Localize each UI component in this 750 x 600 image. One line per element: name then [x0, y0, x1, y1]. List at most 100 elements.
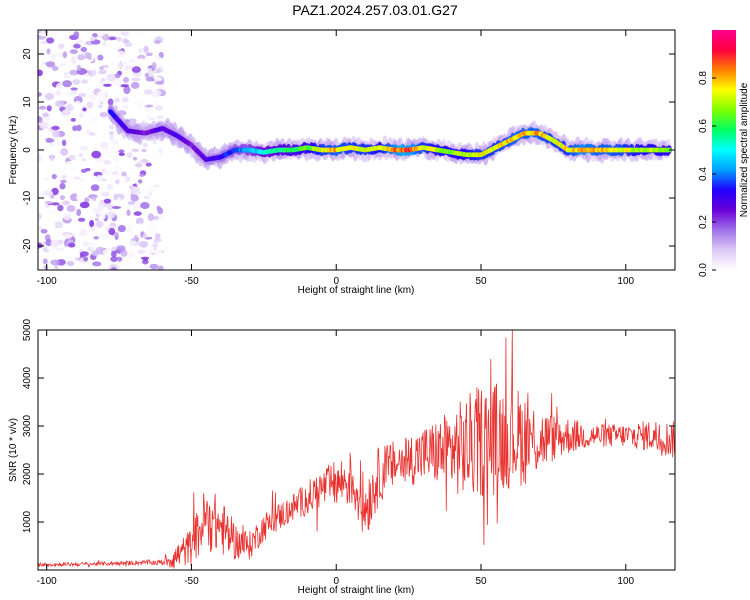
noise-blob: [52, 130, 61, 138]
noise-blob: [126, 209, 131, 216]
noise-blob: [132, 202, 143, 209]
noise-blob: [40, 139, 44, 144]
noise-blob: [38, 155, 42, 163]
noise-blob: [147, 70, 154, 75]
noise-blob: [109, 36, 117, 41]
noise-blob: [93, 236, 99, 240]
noise-blob: [131, 66, 141, 73]
noise-blob: [136, 182, 144, 187]
noise-blob: [155, 233, 161, 239]
noise-blob: [54, 90, 62, 96]
noise-blob: [101, 211, 106, 220]
noise-blob: [116, 245, 126, 252]
noise-blob: [154, 80, 164, 85]
noise-blob: [72, 223, 80, 228]
noise-blob: [61, 139, 67, 146]
noise-blob: [101, 178, 107, 182]
noise-blob: [144, 245, 155, 254]
spectrogram-ylabel: Frequency (Hz): [8, 116, 19, 185]
noise-blob: [50, 239, 60, 248]
noise-blob: [137, 58, 145, 64]
noise-blob: [138, 47, 143, 54]
noise-blob: [117, 50, 126, 59]
noise-blob: [38, 116, 43, 124]
noise-blob: [114, 78, 122, 87]
noise-blob: [145, 188, 150, 197]
noise-blob: [131, 77, 141, 82]
snr-ylabel: SNR (10 * v/v): [8, 418, 19, 482]
noise-blob: [118, 152, 125, 156]
noise-blob: [80, 168, 87, 173]
noise-blob: [123, 261, 131, 266]
noise-blob: [47, 138, 55, 143]
noise-blob: [59, 63, 66, 67]
colorbar-tick-label: 0.4: [698, 167, 709, 181]
noise-blob: [142, 233, 148, 239]
noise-blob: [79, 229, 88, 237]
noise-blob: [51, 173, 57, 180]
noise-blob: [99, 112, 108, 118]
snr-plot-area: [38, 330, 675, 570]
noise-blob: [158, 148, 163, 154]
noise-blob: [154, 186, 160, 193]
noise-blob: [89, 132, 96, 136]
noise-blob: [73, 31, 80, 39]
noise-blob: [69, 69, 79, 76]
noise-blob: [69, 49, 78, 54]
noise-blob: [42, 258, 48, 265]
noise-blob: [55, 100, 65, 107]
noise-blob: [153, 40, 161, 44]
noise-blob: [43, 190, 54, 196]
noise-blob: [96, 98, 101, 106]
noise-blob: [38, 263, 42, 268]
noise-blob: [142, 111, 151, 116]
noise-blob: [149, 202, 154, 207]
snr-panel: -100 -50 0 50 100 1000 2000 3000 4000 5000 Height…: [8, 318, 676, 596]
noise-blob: [57, 204, 64, 212]
noise-blob: [86, 66, 96, 71]
noise-blob: [84, 52, 90, 59]
noise-blob: [117, 225, 126, 233]
noise-blob: [108, 124, 115, 130]
noise-blob: [79, 177, 86, 182]
noise-blob: [109, 61, 114, 66]
noise-blob: [151, 61, 157, 70]
spectrogram-ytick-label: 10: [22, 96, 33, 108]
spectrogram-heatmap: [38, 30, 672, 270]
noise-blob: [140, 202, 150, 209]
noise-blob: [56, 141, 61, 145]
noise-blob: [49, 221, 56, 228]
noise-blob: [80, 46, 88, 53]
noise-blob: [139, 101, 148, 107]
spectrogram-ytick-label: 20: [22, 48, 33, 60]
noise-blob: [110, 174, 120, 181]
noise-blob: [110, 256, 118, 262]
noise-blob: [66, 180, 73, 185]
noise-blob: [44, 116, 51, 121]
noise-blob: [96, 174, 103, 182]
noise-blob: [101, 78, 106, 82]
noise-blob: [76, 208, 82, 217]
noise-blob: [123, 77, 129, 83]
noise-blob: [123, 86, 131, 95]
noise-blob: [70, 87, 78, 91]
noise-blob: [89, 36, 96, 42]
noise-blob: [130, 186, 141, 194]
noise-blob: [40, 40, 47, 45]
noise-blob: [90, 176, 97, 180]
noise-blob: [51, 202, 60, 206]
noise-blob: [63, 71, 69, 76]
noise-blob: [82, 240, 90, 247]
noise-blob: [127, 225, 132, 233]
noise-blob: [103, 83, 112, 87]
noise-blob: [94, 218, 99, 221]
noise-blob: [63, 232, 73, 239]
noise-blob: [46, 37, 55, 44]
noise-blob: [39, 48, 46, 52]
noise-blob: [149, 263, 159, 270]
noise-blob: [81, 158, 87, 162]
colorbar-tick-label: 0.2: [698, 215, 709, 229]
noise-blob: [86, 101, 94, 109]
